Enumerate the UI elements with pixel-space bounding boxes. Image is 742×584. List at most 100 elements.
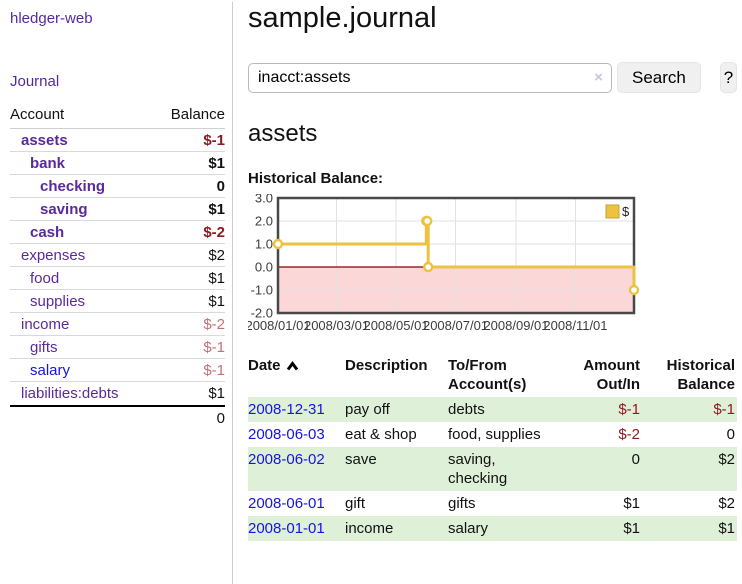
transaction-date-link[interactable]: 2008-06-01 <box>248 495 325 512</box>
cell-accounts: debts <box>448 401 485 418</box>
y-tick-label: 0.0 <box>255 260 273 275</box>
search-input[interactable] <box>248 62 612 93</box>
cell-balance: $2 <box>718 451 735 468</box>
account-row: supplies $1 <box>10 290 225 313</box>
main-panel: sample.journal × Search ? assets Histori… <box>234 2 742 541</box>
accounts-panel: Account Balance assets $-1 bank $1 checking 0… <box>10 105 225 429</box>
account-row: expenses $2 <box>10 244 225 267</box>
cell-date: 2008-06-03 <box>248 422 345 447</box>
sidebar-item-journal[interactable]: Journal <box>10 73 60 90</box>
historical-balance-chart: $3.0 2.0 1.0 0.0 -1.0 -2.02008/01/012008/03/0… <box>248 194 640 333</box>
account-link[interactable]: food <box>30 269 60 287</box>
account-link[interactable]: gifts <box>30 338 58 356</box>
cell-accounts: salary <box>448 520 489 537</box>
register-header-accounts: To/From Account(s) <box>448 357 527 393</box>
register-header-row: Date Description To/From Account(s) Amou… <box>248 354 737 397</box>
account-balance: $-2 <box>203 315 225 333</box>
account-link[interactable]: assets <box>21 131 68 149</box>
x-tick-label: 2008/05/01 <box>363 318 428 333</box>
transaction-date-link[interactable]: 2008-06-02 <box>248 451 325 468</box>
transaction-date-link[interactable]: 2008-12-31 <box>248 401 325 418</box>
accounts-header-balance: Balance <box>170 106 225 123</box>
cell-description: income <box>345 520 394 537</box>
cell-accounts: gifts <box>448 495 476 512</box>
cell-amount: $-1 <box>618 401 640 418</box>
page-title: sample.journal <box>248 2 437 34</box>
cell-amount: $1 <box>623 520 640 537</box>
register-row: 2008-01-01 income salary $1 $1 <box>248 516 737 541</box>
accounts-header: Account Balance <box>10 105 225 129</box>
cell-balance: $-1 <box>713 401 735 418</box>
cell-balance: $1 <box>718 520 735 537</box>
register-row: 2008-06-01 gift gifts $1 $2 <box>248 491 737 516</box>
x-tick-label: 2008/09/01 <box>483 318 548 333</box>
account-row: food $1 <box>10 267 225 290</box>
cell-description: pay off <box>345 401 390 418</box>
account-link[interactable]: income <box>21 315 70 333</box>
register-table: Date Description To/From Account(s) Amou… <box>248 354 737 541</box>
y-tick-label: 3.0 <box>255 194 273 206</box>
account-heading: assets <box>248 120 318 147</box>
legend-label: $ <box>622 204 630 219</box>
cell-balance: 0 <box>726 426 735 443</box>
account-row: cash $-2 <box>10 221 225 244</box>
y-tick-label: -2.0 <box>251 306 273 321</box>
account-row: saving $1 <box>10 198 225 221</box>
accounts-header-account: Account <box>10 106 65 123</box>
search-bar: × Search ? <box>248 62 737 93</box>
account-row: gifts $-1 <box>10 336 225 359</box>
account-balance: $-1 <box>203 338 225 356</box>
account-link[interactable]: checking <box>40 177 106 195</box>
x-tick-label: 2008/07/01 <box>423 318 488 333</box>
data-point <box>272 238 284 250</box>
cell-date: 2008-06-02 <box>248 447 345 491</box>
account-link[interactable]: bank <box>30 154 66 172</box>
data-point <box>628 284 640 296</box>
account-balance: $-2 <box>203 223 225 241</box>
x-tick-label: 2008/03/01 <box>304 318 369 333</box>
account-row: checking 0 <box>10 175 225 198</box>
account-balance: $-1 <box>203 361 225 379</box>
account-link[interactable]: supplies <box>30 292 86 310</box>
data-point <box>422 215 433 227</box>
account-link[interactable]: salary <box>30 361 71 379</box>
account-row: salary $-1 <box>10 359 225 382</box>
account-balance: $1 <box>208 385 225 402</box>
accounts-table-body: assets $-1 bank $1 checking 0 saving $1 cash $-2 e… <box>10 129 225 405</box>
account-balance: $1 <box>208 269 225 287</box>
account-row: liabilities:debts $1 <box>10 382 225 405</box>
sort-ascending-icon <box>286 361 298 371</box>
cell-amount: $-2 <box>618 426 640 443</box>
search-button[interactable]: Search <box>617 62 701 93</box>
cell-description: save <box>345 451 377 468</box>
account-balance: $1 <box>208 200 225 218</box>
cell-description: gift <box>345 495 366 512</box>
help-button[interactable]: ? <box>719 62 737 93</box>
transaction-date-link[interactable]: 2008-06-03 <box>248 426 325 443</box>
cell-accounts: saving, checking <box>448 451 508 487</box>
y-tick-label: 1.0 <box>255 237 273 252</box>
account-row: assets $-1 <box>10 129 225 152</box>
cell-date: 2008-01-01 <box>248 516 345 541</box>
x-tick-label: 2008/11/01 <box>543 318 607 333</box>
brand-link[interactable]: hledger-web <box>10 10 93 27</box>
register-header-description: Description <box>345 357 428 374</box>
plot-border <box>276 196 636 315</box>
account-link[interactable]: saving <box>40 200 88 218</box>
account-balance: 0 <box>216 177 225 195</box>
search-input-wrap: × <box>248 62 612 93</box>
sidebar: hledger-web Journal Account Balance asse… <box>0 2 233 584</box>
clear-search-icon[interactable]: × <box>594 68 603 86</box>
x-tick-label: 2008/01/01 <box>248 318 311 333</box>
account-link[interactable]: liabilities:debts <box>21 385 119 402</box>
cell-accounts: food, supplies <box>448 426 541 443</box>
accounts-total-value: 0 <box>216 409 225 427</box>
transaction-date-link[interactable]: 2008-01-01 <box>248 520 325 537</box>
account-link[interactable]: expenses <box>21 246 86 264</box>
y-tick-label: -1.0 <box>251 283 273 298</box>
account-row: income $-2 <box>10 313 225 336</box>
account-balance: $2 <box>208 246 225 264</box>
register-header-balance: Historical Balance <box>666 357 735 393</box>
cell-balance: $2 <box>718 495 735 512</box>
account-link[interactable]: cash <box>30 223 65 241</box>
